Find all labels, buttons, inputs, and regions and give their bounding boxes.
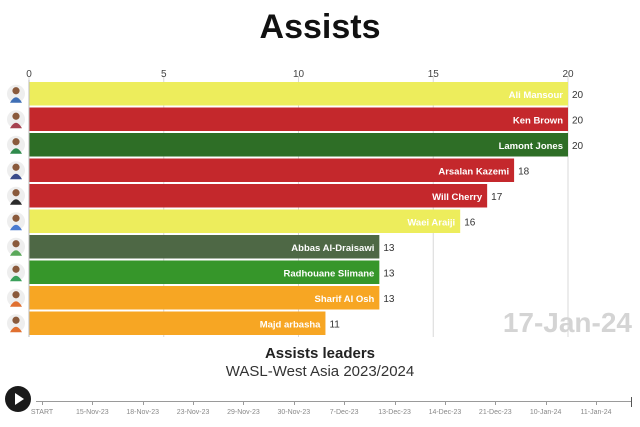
timeline-label[interactable]: 11-Jan-24 (580, 409, 612, 416)
bar (29, 260, 380, 284)
player-avatar-jersey (10, 173, 22, 180)
timeline-tick (243, 401, 245, 405)
bar (29, 82, 568, 106)
player-avatar-jersey (10, 199, 22, 205)
player-avatar-head (12, 189, 20, 197)
bar-chart: 0 5 10 15 20 Ali Mansour 20 Ken Brown 20 Lamont J… (7, 69, 633, 338)
bar-value-label: 13 (383, 294, 395, 305)
bar (29, 133, 568, 157)
timeline-tick (394, 401, 396, 405)
player-avatar-head (12, 138, 20, 146)
timeline-tick (92, 401, 94, 405)
timeline-end-marker (631, 397, 632, 407)
timeline-label[interactable]: START (30, 409, 54, 416)
player-avatar-head (12, 316, 20, 324)
x-tick-label: 10 (293, 69, 305, 80)
timeline-label[interactable]: 29-Nov-23 (227, 409, 260, 416)
bar-value-label: 20 (572, 141, 584, 152)
chart-title: Assists (259, 8, 381, 46)
x-tick-label: 0 (26, 69, 32, 80)
bar-label: Abbas Al-Draisawi (291, 243, 374, 254)
timeline-label[interactable]: 7-Dec-23 (329, 409, 359, 416)
bar-label: Will Cherry (432, 192, 483, 203)
player-avatar-head (12, 240, 20, 248)
x-tick-label: 5 (161, 69, 167, 80)
timeline-label[interactable]: 14-Dec-23 (428, 409, 462, 416)
timeline-slider[interactable]: START 15-Nov-23 18-Nov-23 23-Nov-23 29-Nov-2… (31, 395, 634, 425)
timeline-track (36, 401, 632, 402)
bar-value-label: 17 (491, 192, 503, 203)
bar (29, 158, 515, 182)
bar (29, 184, 488, 208)
timeline-tick (42, 401, 43, 405)
timeline-label[interactable]: 23-Nov-23 (176, 409, 210, 416)
bar-value-label: 13 (383, 268, 395, 279)
player-avatar-jersey (10, 148, 22, 154)
timeline-label[interactable]: 30-Nov-23 (277, 409, 311, 416)
bar-label: Ali Mansour (509, 90, 564, 101)
timeline-tick (293, 401, 295, 405)
player-avatar-jersey (10, 301, 22, 307)
bar-label: Arsalan Kazemi (438, 166, 509, 177)
current-date-label: 17-Jan-24 (503, 307, 633, 338)
timeline-tick (545, 401, 547, 405)
player-avatar-jersey (10, 224, 22, 231)
x-tick-label: 15 (428, 69, 440, 80)
timeline-label[interactable]: 18-Nov-23 (126, 409, 160, 416)
player-avatar-head (12, 163, 20, 171)
player-avatar-head (12, 265, 20, 273)
bar-value-label: 16 (464, 217, 476, 228)
player-avatar-jersey (10, 326, 22, 333)
player-avatar-head (12, 112, 20, 120)
x-tick-label: 20 (562, 69, 574, 80)
bar (29, 311, 326, 335)
bar (29, 209, 461, 233)
player-avatar-head (12, 214, 20, 222)
bar-label: Waei Araiji (407, 217, 455, 228)
bar-value-label: 20 (572, 115, 584, 126)
player-avatar-head (12, 291, 20, 299)
play-icon (15, 393, 24, 405)
player-avatar-jersey (10, 250, 22, 256)
player-avatar-jersey (10, 122, 22, 129)
player-avatar-jersey (10, 97, 22, 103)
timeline-tick (444, 401, 446, 405)
bar-value-label: 18 (518, 166, 530, 177)
bar-value-label: 13 (383, 243, 395, 254)
timeline-label[interactable]: 13-Dec-23 (378, 409, 411, 416)
bar (29, 286, 380, 310)
bar-label: Lamont Jones (499, 141, 563, 152)
timeline-label[interactable]: 15-Nov-23 (76, 409, 109, 416)
bar-label: Majd arbasha (260, 319, 321, 330)
timeline-tick (596, 401, 597, 405)
bar-value-label: 20 (572, 90, 584, 101)
bar-label: Ken Brown (513, 115, 563, 126)
bar (29, 107, 568, 131)
player-avatar-jersey (10, 275, 22, 282)
timeline-tick (344, 401, 346, 405)
bar (29, 235, 380, 259)
bar-label: Radhouane Slimane (284, 268, 375, 279)
timeline-label[interactable]: 10-Jan-24 (529, 409, 562, 416)
timeline-tick (193, 401, 195, 405)
bar-label: Sharif Al Osh (315, 294, 375, 305)
timeline-tick (142, 401, 144, 405)
chart-subtitle: Assists leaders (264, 345, 376, 362)
timeline-tick (495, 401, 497, 405)
timeline-label[interactable]: 21-Dec-23 (478, 409, 512, 416)
chart-caption: WASL-West Asia 2023/2024 (225, 363, 415, 380)
play-button[interactable] (5, 386, 31, 412)
bar-value-label: 11 (329, 319, 340, 330)
player-avatar-head (12, 87, 20, 95)
